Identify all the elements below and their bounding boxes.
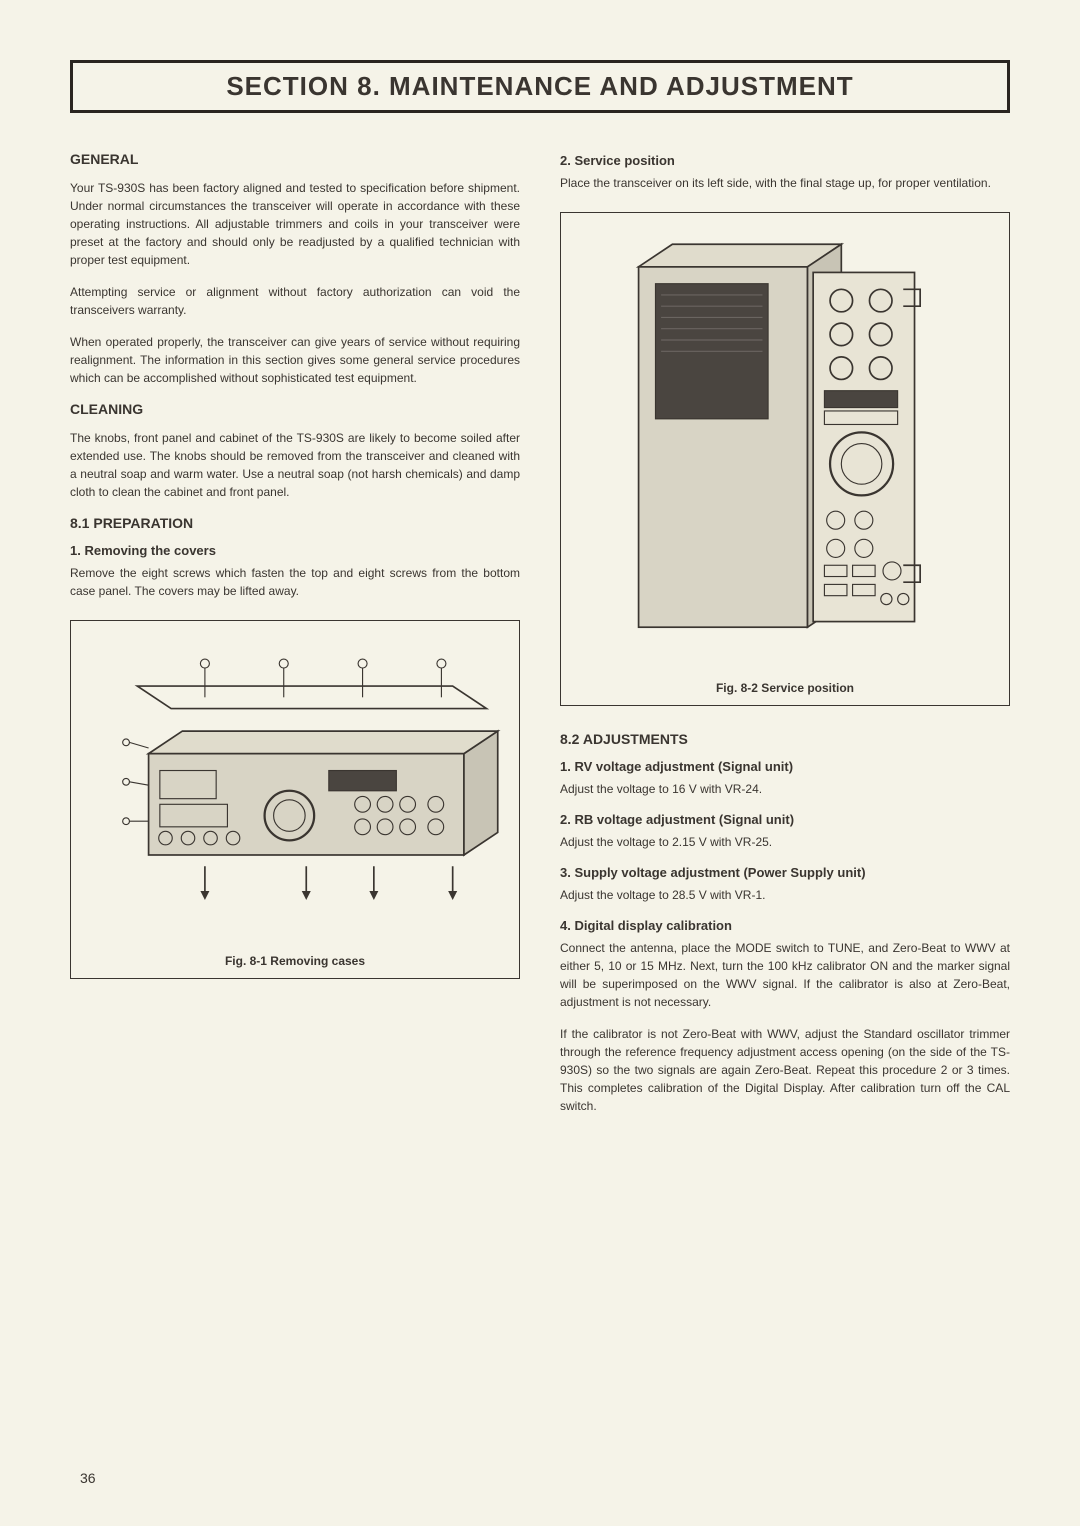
- service-position-diagram: [571, 233, 999, 661]
- cleaning-para1: The knobs, front panel and cabinet of th…: [70, 429, 520, 501]
- general-heading: GENERAL: [70, 151, 520, 167]
- general-para3: When operated properly, the transceiver …: [70, 333, 520, 387]
- figure-8-2-caption: Fig. 8-2 Service position: [571, 681, 999, 695]
- adj-1-title: 1. RV voltage adjustment (Signal unit): [560, 759, 1010, 774]
- removing-cases-diagram: [81, 641, 509, 934]
- service-position-text: Place the transceiver on its left side, …: [560, 174, 1010, 192]
- content-columns: GENERAL Your TS-930S has been factory al…: [70, 143, 1010, 1129]
- adj-4-title: 4. Digital display calibration: [560, 918, 1010, 933]
- left-column: GENERAL Your TS-930S has been factory al…: [70, 143, 520, 1129]
- general-para1: Your TS-930S has been factory aligned an…: [70, 179, 520, 269]
- adjustments-heading: 8.2 ADJUSTMENTS: [560, 731, 1010, 747]
- figure-8-2-box: Fig. 8-2 Service position: [560, 212, 1010, 706]
- removing-covers-title: 1. Removing the covers: [70, 543, 520, 558]
- section-title: SECTION 8. MAINTENANCE AND ADJUSTMENT: [93, 71, 987, 102]
- section-header: SECTION 8. MAINTENANCE AND ADJUSTMENT: [70, 60, 1010, 113]
- removing-covers-text: Remove the eight screws which fasten the…: [70, 564, 520, 600]
- adj-1-text: Adjust the voltage to 16 V with VR-24.: [560, 780, 1010, 798]
- adj-4-text2: If the calibrator is not Zero-Beat with …: [560, 1025, 1010, 1115]
- adj-3-title: 3. Supply voltage adjustment (Power Supp…: [560, 865, 1010, 880]
- page-number: 36: [80, 1470, 96, 1486]
- adj-4-text1: Connect the antenna, place the MODE swit…: [560, 939, 1010, 1011]
- adj-2-title: 2. RB voltage adjustment (Signal unit): [560, 812, 1010, 827]
- general-para2: Attempting service or alignment without …: [70, 283, 520, 319]
- figure-8-1-box: Fig. 8-1 Removing cases: [70, 620, 520, 979]
- adj-2-text: Adjust the voltage to 2.15 V with VR-25.: [560, 833, 1010, 851]
- adj-3-text: Adjust the voltage to 28.5 V with VR-1.: [560, 886, 1010, 904]
- service-position-title: 2. Service position: [560, 153, 1010, 168]
- preparation-heading: 8.1 PREPARATION: [70, 515, 520, 531]
- cleaning-heading: CLEANING: [70, 401, 520, 417]
- figure-8-1-caption: Fig. 8-1 Removing cases: [81, 954, 509, 968]
- right-column: 2. Service position Place the transceive…: [560, 143, 1010, 1129]
